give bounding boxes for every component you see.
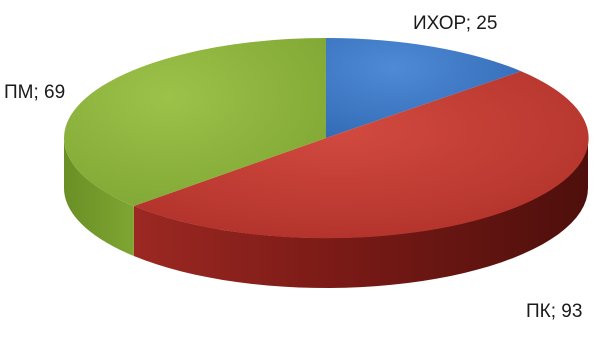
- pie-slice-пм: [63, 38, 326, 206]
- pie-side-пк: [133, 138, 588, 288]
- pie-tops: [63, 38, 589, 239]
- data-label-пм: ПМ; 69: [4, 83, 65, 102]
- data-label-category: ИХОР: [413, 13, 466, 34]
- data-label-separator: ;: [550, 301, 562, 322]
- pie-sides: [64, 138, 588, 288]
- data-label-value: 69: [44, 82, 66, 103]
- data-label-пк: ПК; 93: [526, 302, 582, 321]
- pie-slice-ихор: [326, 38, 522, 138]
- data-label-category: ПМ: [4, 82, 34, 103]
- pie-slice-пк: [133, 71, 589, 239]
- data-label-value: 25: [476, 13, 498, 34]
- data-label-separator: ;: [33, 82, 45, 103]
- data-label-value: 93: [561, 301, 583, 322]
- data-label-ихор: ИХОР; 25: [413, 14, 497, 33]
- pie-side-пм: [64, 138, 134, 256]
- data-label-separator: ;: [465, 13, 477, 34]
- data-label-category: ПК: [526, 301, 551, 322]
